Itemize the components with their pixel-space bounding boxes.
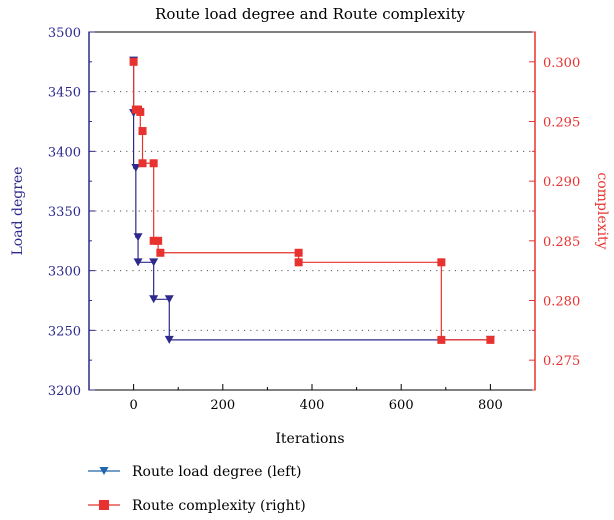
right-y-axis: 0.275 0.280 0.285 0.290 0.295 0.300 <box>529 31 580 391</box>
triangle-marker-icon <box>99 467 109 475</box>
data-point-square <box>138 127 147 136</box>
data-point-square <box>138 159 147 168</box>
data-point-triangle <box>149 295 159 304</box>
data-point-square <box>294 258 303 267</box>
legend-item-load: Route load degree (left) <box>88 464 301 480</box>
right-tick-label: 0.280 <box>543 295 580 310</box>
right-tick-label: 0.285 <box>543 235 580 250</box>
data-point-triangle <box>133 233 143 242</box>
data-point-square <box>149 236 158 245</box>
left-y-axis-label: Load degree <box>10 167 26 256</box>
data-point-square <box>156 248 165 257</box>
right-tick-label: 0.290 <box>543 175 580 190</box>
data-point-square <box>154 236 163 245</box>
legend: Route load degree (left) Route complexit… <box>88 464 306 514</box>
x-axis: 0 200 400 600 800 <box>129 384 503 413</box>
series-group <box>129 56 495 344</box>
data-point-triangle <box>133 258 143 267</box>
data-point-square <box>149 159 158 168</box>
data-point-square <box>437 258 446 267</box>
series-line-1 <box>133 61 491 341</box>
data-point-square <box>129 57 138 66</box>
right-tick-label: 0.300 <box>543 56 580 71</box>
x-tick-label: 0 <box>129 398 137 413</box>
legend-item-complexity: Route complexity (right) <box>88 498 306 514</box>
chart-title: Route load degree and Route complexity <box>155 5 465 23</box>
series-line-0 <box>133 60 491 341</box>
right-tick-label: 0.295 <box>543 116 580 131</box>
data-point-triangle <box>164 335 174 344</box>
data-point-square <box>294 248 303 257</box>
gridlines <box>89 91 535 331</box>
left-tick-label: 3350 <box>48 205 81 220</box>
left-tick-label: 3400 <box>48 145 81 160</box>
x-tick-label: 600 <box>389 398 414 413</box>
data-point-triangle <box>131 164 141 173</box>
legend-label-complexity: Route complexity (right) <box>132 498 306 514</box>
right-y-axis-label: complexity <box>594 172 610 249</box>
square-marker-icon <box>99 500 109 510</box>
data-point-triangle <box>149 258 159 267</box>
data-point-square <box>486 335 495 344</box>
x-tick-label: 800 <box>478 398 503 413</box>
left-y-axis: 3200 3250 3300 3350 3400 3450 3500 <box>48 26 95 399</box>
left-tick-label: 3250 <box>48 324 81 339</box>
left-tick-label: 3450 <box>48 86 81 101</box>
data-point-square <box>136 107 145 116</box>
right-tick-label: 0.275 <box>543 354 580 369</box>
left-tick-label: 3500 <box>48 26 81 41</box>
left-tick-label: 3200 <box>48 384 81 399</box>
data-point-square <box>437 335 446 344</box>
legend-label-load: Route load degree (left) <box>132 464 301 480</box>
left-tick-label: 3300 <box>48 265 81 280</box>
x-tick-label: 200 <box>210 398 235 413</box>
x-axis-label: Iterations <box>275 431 344 447</box>
data-point-triangle <box>164 295 174 304</box>
x-tick-label: 400 <box>300 398 325 413</box>
